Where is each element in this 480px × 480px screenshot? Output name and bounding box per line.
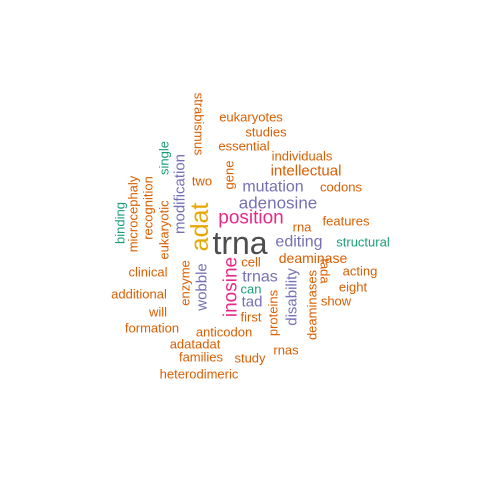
- word-adatadat: adatadat: [170, 337, 221, 352]
- word-structural: structural: [336, 235, 390, 250]
- word-formation: formation: [125, 321, 179, 336]
- word-can: can: [241, 282, 262, 297]
- word-cell: cell: [241, 255, 261, 270]
- word-anticodon: anticodon: [196, 325, 252, 340]
- word-gene: gene: [222, 161, 237, 190]
- word-tada: tada: [318, 258, 333, 284]
- word-features: features: [323, 214, 370, 229]
- word-eukaryotic: eukaryotic: [157, 200, 172, 260]
- word-additional: additional: [111, 287, 167, 302]
- word-show: show: [321, 294, 352, 309]
- word-essential: essential: [218, 139, 269, 154]
- word-modification: modification: [172, 154, 189, 234]
- word-eukaryotes: eukaryotes: [219, 110, 283, 125]
- word-trnas: trnas: [242, 269, 278, 286]
- word-families: families: [179, 350, 224, 365]
- word-mutation: mutation: [242, 179, 303, 196]
- word-deaminases: deaminases: [305, 269, 320, 340]
- word-individuals: individuals: [272, 149, 333, 164]
- word-acting: acting: [343, 264, 378, 279]
- word-binding: binding: [113, 202, 128, 244]
- word-adat: adat: [186, 203, 214, 252]
- word-two: two: [192, 174, 212, 189]
- word-microcephaly: microcephaly: [126, 175, 141, 252]
- word-single: single: [157, 141, 172, 175]
- word-eight: eight: [339, 280, 368, 295]
- word-tad: tad: [242, 294, 263, 311]
- word-deaminase: deaminase: [279, 250, 348, 266]
- word-studies: studies: [245, 125, 287, 140]
- word-adenosine: adenosine: [239, 194, 317, 213]
- word-proteins: proteins: [266, 289, 281, 336]
- word-disability: disability: [284, 268, 301, 326]
- word-position: position: [218, 208, 284, 229]
- word-enzyme: enzyme: [178, 260, 193, 306]
- word-recognition: recognition: [141, 176, 156, 240]
- word-rnas: rnas: [273, 343, 299, 358]
- word-intellectual: intellectual: [271, 163, 342, 180]
- word-rna: rna: [293, 220, 313, 235]
- word-study: study: [234, 351, 266, 366]
- word-will: will: [148, 305, 167, 320]
- word-editing: editing: [275, 234, 322, 251]
- word-first: first: [241, 310, 262, 325]
- word-codons: codons: [320, 180, 362, 195]
- word-clinical: clinical: [128, 265, 167, 280]
- word-trna: trna: [212, 225, 267, 261]
- word-wobble: wobble: [194, 263, 211, 312]
- word-strabismus: strabismus: [192, 93, 207, 156]
- word-heterodimeric: heterodimeric: [160, 367, 239, 382]
- word-inosine: inosine: [221, 257, 242, 317]
